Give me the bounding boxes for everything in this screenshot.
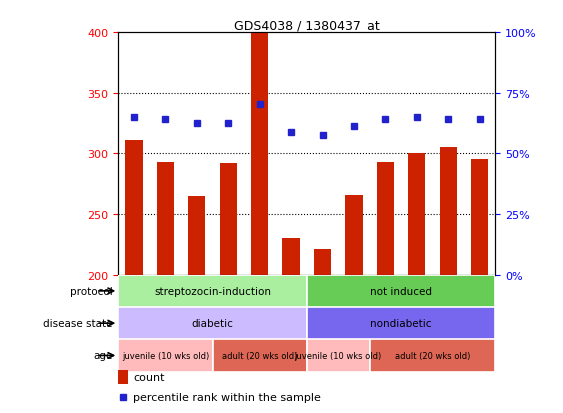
Bar [370,339,495,372]
Text: adult (20 wks old): adult (20 wks old) [395,351,470,360]
Bar [213,339,307,372]
Title: GDS4038 / 1380437_at: GDS4038 / 1380437_at [234,19,379,32]
Text: not induced: not induced [370,286,432,296]
Text: percentile rank within the sample: percentile rank within the sample [133,392,321,403]
Bar [377,163,394,275]
Bar [118,275,307,307]
Bar [307,275,495,307]
Text: juvenile (10 wks old): juvenile (10 wks old) [122,351,209,360]
Bar [157,163,174,275]
Bar [314,249,331,275]
Bar [440,148,457,275]
Bar [118,307,307,339]
Text: diabetic: diabetic [191,318,234,328]
Bar [345,195,363,275]
Text: disease state: disease state [43,318,113,328]
Text: protocol: protocol [70,286,113,296]
Bar [251,33,269,275]
Bar [126,141,142,275]
Bar [118,370,128,384]
Text: nondiabetic: nondiabetic [370,318,432,328]
Bar [283,239,300,275]
Text: count: count [133,372,165,382]
Text: juvenile (10 wks old): juvenile (10 wks old) [294,351,382,360]
Text: age: age [93,351,113,361]
Bar [307,307,495,339]
Text: adult (20 wks old): adult (20 wks old) [222,351,297,360]
Text: streptozocin-induction: streptozocin-induction [154,286,271,296]
Bar [408,154,426,275]
Bar [118,339,213,372]
Bar [471,160,488,275]
Bar [220,164,237,275]
Bar [307,339,370,372]
Bar [188,197,205,275]
